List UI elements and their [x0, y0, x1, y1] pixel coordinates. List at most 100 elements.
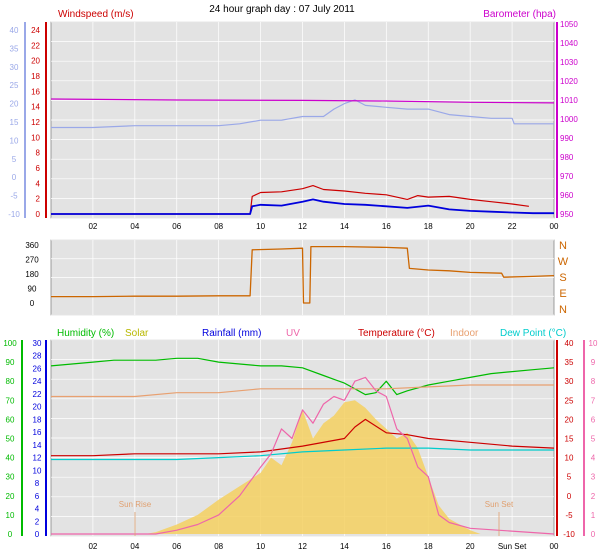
barometer-tick: 1040	[560, 39, 578, 48]
x-tick-label: 00	[550, 222, 559, 231]
wind-left-outer-tick: 0	[12, 173, 17, 182]
legend-uv: UV	[286, 328, 300, 339]
barometer-tick: 1010	[560, 96, 578, 105]
x-tick-label: Sun Set	[498, 542, 527, 551]
rainfall-tick: 2	[35, 517, 40, 526]
x-tick-label: 04	[130, 222, 139, 231]
wind-left-inner-tick: 10	[31, 133, 40, 142]
humidity-tick: 90	[6, 358, 15, 367]
rainfall-tick: 30	[33, 339, 42, 348]
x-tick-label: 02	[88, 222, 97, 231]
wind-left-inner-tick: 6	[36, 164, 41, 173]
x-tick-label: 10	[256, 542, 265, 551]
rainfall-tick: 20	[33, 403, 42, 412]
barometer-tick: 980	[560, 153, 574, 162]
legend-rainfall-mm: Rainfall (mm)	[202, 328, 261, 339]
uv-tick: 10	[589, 339, 598, 348]
direction-left-tick: 360	[25, 241, 39, 250]
rainfall-tick: 0	[35, 530, 40, 539]
sun-set-annotation: Sun Set	[485, 500, 514, 509]
humidity-tick: 0	[8, 530, 13, 539]
rainfall-tick: 10	[33, 466, 42, 475]
wind-left-outer-tick: 15	[10, 118, 19, 127]
x-tick-label: 22	[508, 222, 517, 231]
temperature-tick: -10	[563, 530, 575, 539]
rainfall-tick: 14	[33, 441, 42, 450]
series-dew-point-c	[51, 447, 554, 461]
temperature-tick: 35	[565, 358, 574, 367]
climate-labels: Humidity (%) Solar Rainfall (mm) UV Temperat…	[57, 328, 566, 339]
wind-panel: Windspeed (m/s) Barometer (hpa) 40353025…	[8, 9, 578, 231]
wind-left-outer-tick: 20	[10, 100, 19, 109]
uv-tick: 9	[591, 358, 596, 367]
x-tick-label: 12	[298, 222, 307, 231]
humidity-tick: 10	[6, 511, 15, 520]
wind-left-outer-tick: -5	[10, 192, 18, 201]
legend-humidity: Humidity (%)	[57, 328, 114, 339]
wind-left-inner-tick: 16	[31, 87, 40, 96]
series-barometer-hpa	[50, 98, 555, 104]
uv-tick: 7	[591, 396, 596, 405]
x-tick-label: 20	[466, 222, 475, 231]
x-tick-label: 16	[382, 542, 391, 551]
rainfall-tick: 26	[33, 364, 42, 373]
compass-tick: S	[559, 272, 566, 284]
rainfall-tick: 28	[33, 352, 42, 361]
x-tick-label: 00	[550, 542, 559, 551]
barometer-tick: 1020	[560, 77, 578, 86]
temperature-tick: 5	[567, 473, 572, 482]
x-tick-label: 06	[172, 542, 181, 551]
rainfall-tick: 8	[35, 479, 40, 488]
temperature-tick: 30	[565, 377, 574, 386]
wind-left-inner-tick: 8	[36, 149, 41, 158]
series-gust	[51, 99, 554, 129]
x-tick-label: 06	[172, 222, 181, 231]
sun-rise-annotation: Sun Rise	[119, 500, 152, 509]
humidity-tick: 80	[6, 377, 15, 386]
rainfall-tick: 12	[33, 454, 42, 463]
humidity-tick: 70	[6, 396, 15, 405]
wind-left-outer-tick: -10	[8, 210, 20, 219]
rainfall-tick: 6	[35, 492, 40, 501]
x-tick-label: 18	[424, 222, 433, 231]
wind-left-inner-tick: 22	[31, 41, 40, 50]
series-wind-direction	[51, 245, 555, 304]
uv-tick: 4	[591, 454, 596, 463]
rainfall-tick: 4	[35, 505, 40, 514]
x-tick-label: 12	[298, 542, 307, 551]
direction-left-tick: 0	[30, 299, 35, 308]
temperature-tick: -5	[565, 511, 573, 520]
wind-left-outer-tick: 35	[10, 44, 19, 53]
series-indoor	[51, 384, 554, 398]
x-tick-label: 08	[214, 222, 223, 231]
rainfall-tick: 18	[33, 415, 42, 424]
humidity-tick: 60	[6, 415, 15, 424]
humidity-tick: 40	[6, 454, 15, 463]
wind-left-outer-tick: 30	[10, 63, 19, 72]
x-tick-label: 18	[424, 542, 433, 551]
x-tick-label: 14	[340, 542, 349, 551]
x-tick-label: 10	[256, 222, 265, 231]
wind-left-inner-tick: 12	[31, 118, 40, 127]
wind-left-inner-tick: 20	[31, 57, 40, 66]
barometer-tick: 1000	[560, 115, 578, 124]
series-wind-average	[51, 198, 554, 215]
humidity-tick: 100	[3, 339, 17, 348]
wind-left-inner-tick: 14	[31, 103, 40, 112]
temperature-tick: 25	[565, 396, 574, 405]
compass-tick: E	[559, 288, 566, 300]
wind-left-inner-tick: 24	[31, 26, 40, 35]
barometer-tick: 990	[560, 134, 574, 143]
series-solar	[145, 400, 481, 534]
windspeed-label: Windspeed (m/s)	[58, 9, 134, 20]
uv-tick: 8	[591, 377, 596, 386]
wind-left-inner-tick: 4	[36, 179, 41, 188]
barometer-tick: 960	[560, 191, 574, 200]
rainfall-tick: 24	[33, 377, 42, 386]
barometer-label: Barometer (hpa)	[483, 9, 556, 20]
barometer-tick: 950	[560, 210, 574, 219]
wind-left-inner-tick: 2	[36, 195, 41, 204]
barometer-tick: 1050	[560, 20, 578, 29]
